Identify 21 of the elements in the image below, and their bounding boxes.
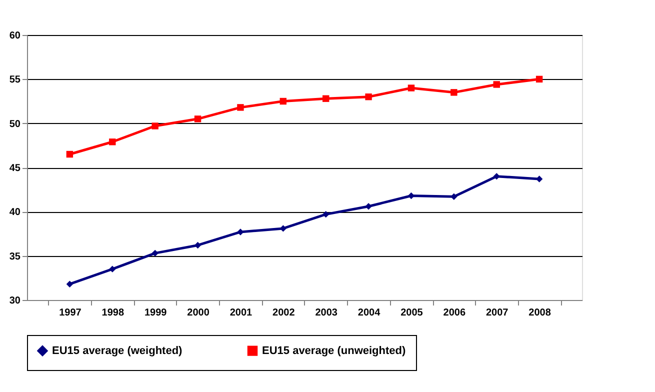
x-tick-label: 2003 bbox=[315, 308, 338, 318]
y-tick-label: 45 bbox=[9, 163, 21, 174]
y-tick-label: 50 bbox=[9, 118, 21, 130]
x-tick-label: 2004 bbox=[358, 308, 381, 318]
x-tick-label: 2000 bbox=[187, 308, 210, 318]
x-tick-label: 2001 bbox=[230, 308, 253, 318]
legend-label: EU15 average (unweighted) bbox=[262, 344, 406, 357]
x-tick-label: 1997 bbox=[59, 308, 82, 318]
x-tick-label: 2008 bbox=[528, 308, 552, 318]
legend-label: EU15 average (weighted) bbox=[52, 344, 183, 357]
x-tick-label: 2006 bbox=[443, 308, 466, 318]
y-tick-label: 40 bbox=[9, 207, 21, 218]
x-tick-label: 2007 bbox=[486, 308, 509, 318]
x-tick-label: 1998 bbox=[102, 308, 124, 318]
x-tick-label: 1999 bbox=[144, 308, 168, 318]
y-tick-label: 35 bbox=[9, 251, 21, 262]
x-tick-label: 2005 bbox=[400, 308, 424, 318]
y-tick-label: 55 bbox=[9, 74, 21, 86]
x-tick-label: 2002 bbox=[272, 308, 296, 318]
y-tick-label: 60 bbox=[9, 30, 21, 42]
y-tick-label: 30 bbox=[9, 296, 21, 306]
